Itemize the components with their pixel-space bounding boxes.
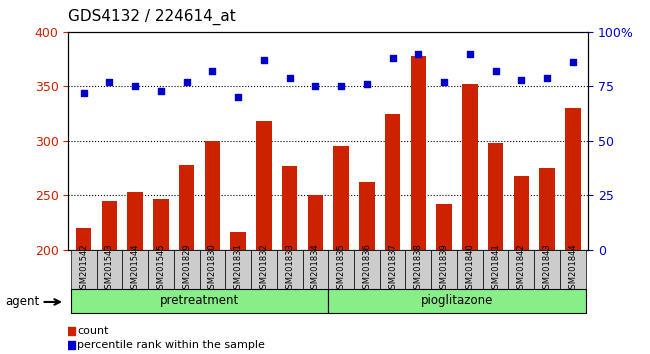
Text: GSM201843: GSM201843 (543, 244, 552, 295)
Text: GSM201842: GSM201842 (517, 244, 526, 295)
Text: pretreatment: pretreatment (160, 295, 239, 307)
Point (516, 77, 526, 82)
Bar (488, 143, 503, 250)
Bar (71, 289, 328, 313)
Text: GSM201831: GSM201831 (233, 244, 242, 295)
Bar (148, 250, 174, 289)
Bar (307, 195, 323, 250)
Point (66, 342, 76, 348)
Point (465, 51, 475, 57)
Bar (380, 250, 406, 289)
Bar (436, 204, 452, 250)
Text: GSM201835: GSM201835 (337, 244, 346, 295)
Point (439, 79, 449, 85)
Bar (200, 250, 226, 289)
Bar (174, 250, 200, 289)
Text: agent: agent (5, 295, 40, 308)
Bar (560, 250, 586, 289)
Bar (251, 250, 277, 289)
Point (490, 68, 501, 74)
Point (361, 81, 372, 87)
Text: percentile rank within the sample: percentile rank within the sample (77, 340, 265, 350)
Text: GSM201834: GSM201834 (311, 244, 320, 295)
Point (66, 329, 76, 334)
Bar (328, 289, 586, 313)
Bar (302, 250, 328, 289)
Text: GSM201545: GSM201545 (157, 244, 165, 294)
Bar (179, 165, 194, 250)
Bar (205, 141, 220, 250)
Text: GSM201542: GSM201542 (79, 244, 88, 294)
Point (156, 88, 166, 93)
Point (130, 84, 140, 89)
Point (259, 57, 269, 63)
Text: GSM201832: GSM201832 (259, 244, 268, 295)
Bar (277, 250, 302, 289)
Text: pioglitazone: pioglitazone (421, 295, 493, 307)
Bar (256, 121, 272, 250)
Bar (483, 250, 508, 289)
Bar (71, 250, 97, 289)
Point (285, 75, 295, 80)
Text: GSM201844: GSM201844 (568, 244, 577, 295)
Text: GSM201836: GSM201836 (362, 244, 371, 295)
Bar (76, 228, 92, 250)
Point (233, 94, 243, 100)
Bar (565, 108, 580, 250)
Text: GSM201838: GSM201838 (414, 244, 423, 295)
Bar (231, 232, 246, 250)
Bar (127, 192, 143, 250)
Point (542, 75, 552, 80)
Text: count: count (77, 326, 109, 336)
Bar (153, 200, 168, 250)
Text: GSM201830: GSM201830 (208, 244, 217, 295)
Bar (540, 168, 555, 250)
Bar (385, 114, 400, 250)
Bar (354, 250, 380, 289)
Text: GSM201841: GSM201841 (491, 244, 500, 295)
Text: GSM201829: GSM201829 (182, 244, 191, 295)
Point (387, 55, 398, 61)
Text: GSM201839: GSM201839 (439, 244, 448, 295)
Bar (431, 250, 457, 289)
Bar (282, 166, 297, 250)
Point (310, 84, 320, 89)
Point (567, 59, 578, 65)
Bar (462, 84, 478, 250)
Text: GSM201833: GSM201833 (285, 244, 294, 295)
Bar (457, 250, 483, 289)
Bar (406, 250, 431, 289)
Text: GSM201837: GSM201837 (388, 244, 397, 295)
Text: GSM201544: GSM201544 (131, 244, 140, 294)
Bar (508, 250, 534, 289)
Bar (328, 250, 354, 289)
Bar (226, 250, 251, 289)
Bar (359, 182, 374, 250)
Bar (411, 56, 426, 250)
Text: GSM201840: GSM201840 (465, 244, 474, 295)
Text: GDS4132 / 224614_at: GDS4132 / 224614_at (68, 9, 236, 25)
Bar (101, 201, 117, 250)
Bar (333, 146, 349, 250)
Point (79, 90, 89, 96)
Point (104, 79, 114, 85)
Point (336, 84, 346, 89)
Point (181, 79, 192, 85)
Bar (514, 176, 529, 250)
Text: GSM201543: GSM201543 (105, 244, 114, 295)
Bar (534, 250, 560, 289)
Bar (97, 250, 122, 289)
Point (207, 68, 218, 74)
Bar (122, 250, 148, 289)
Point (413, 51, 424, 57)
